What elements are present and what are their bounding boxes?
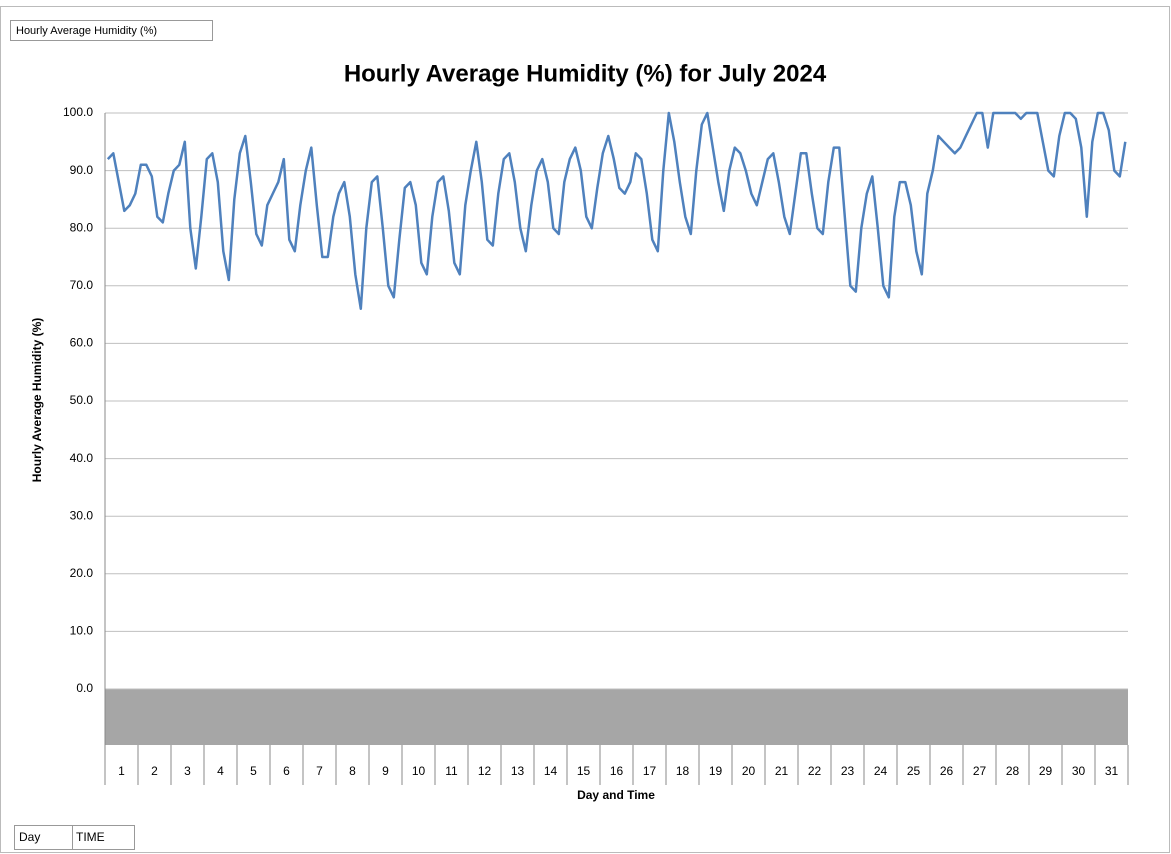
x-tick-label: 21	[775, 764, 789, 778]
field-button-label: TIME	[76, 830, 105, 844]
field-button[interactable]	[14, 825, 73, 850]
x-tick-label: 12	[478, 764, 492, 778]
x-tick-label: 27	[973, 764, 987, 778]
x-tick-label: 23	[841, 764, 855, 778]
y-tick-label: 0.0	[76, 681, 93, 695]
x-tick-label: 20	[742, 764, 756, 778]
y-tick-label: 60.0	[70, 336, 94, 350]
x-axis-label: Day and Time	[577, 788, 655, 802]
x-tick-label: 30	[1072, 764, 1086, 778]
y-axis-label: Hourly Average Humidity (%)	[30, 318, 44, 482]
field-button-label: Day	[19, 830, 40, 844]
y-tick-label: 10.0	[70, 624, 94, 638]
x-tick-label: 7	[316, 764, 323, 778]
x-tick-label: 19	[709, 764, 723, 778]
field-button[interactable]	[10, 20, 213, 41]
hour-label-band	[105, 689, 1128, 745]
x-tick-label: 9	[382, 764, 389, 778]
y-tick-label: 80.0	[70, 220, 94, 234]
y-tick-label: 100.0	[63, 105, 93, 119]
x-tick-label: 26	[940, 764, 954, 778]
field-button-label: Hourly Average Humidity (%)	[16, 25, 157, 37]
x-tick-label: 13	[511, 764, 525, 778]
y-tick-label: 30.0	[70, 508, 94, 522]
x-tick-label: 1	[118, 764, 125, 778]
y-tick-label: 40.0	[70, 451, 94, 465]
x-tick-label: 2	[151, 764, 158, 778]
x-tick-label: 17	[643, 764, 657, 778]
x-tick-label: 25	[907, 764, 921, 778]
x-tick-label: 18	[676, 764, 690, 778]
y-tick-label: 70.0	[70, 278, 94, 292]
x-tick-label: 24	[874, 764, 888, 778]
y-tick-label: 50.0	[70, 393, 94, 407]
x-tick-label: 6	[283, 764, 290, 778]
x-tick-label: 29	[1039, 764, 1053, 778]
x-tick-label: 14	[544, 764, 558, 778]
data-line	[106, 111, 1127, 311]
x-tick-label: 28	[1006, 764, 1020, 778]
x-tick-label: 11	[445, 764, 458, 778]
x-tick-label: 10	[412, 764, 426, 778]
x-tick-label: 8	[349, 764, 356, 778]
chart-title: Hourly Average Humidity (%) for July 202…	[344, 60, 827, 87]
x-tick-label: 5	[250, 764, 257, 778]
y-tick-label: 90.0	[70, 163, 94, 177]
field-button[interactable]	[72, 825, 135, 850]
x-tick-label: 16	[610, 764, 624, 778]
x-tick-label: 4	[217, 764, 224, 778]
x-tick-label: 22	[808, 764, 822, 778]
x-tick-label: 31	[1105, 764, 1119, 778]
y-tick-label: 20.0	[70, 566, 94, 580]
x-tick-label: 15	[577, 764, 591, 778]
x-tick-label: 3	[184, 764, 191, 778]
